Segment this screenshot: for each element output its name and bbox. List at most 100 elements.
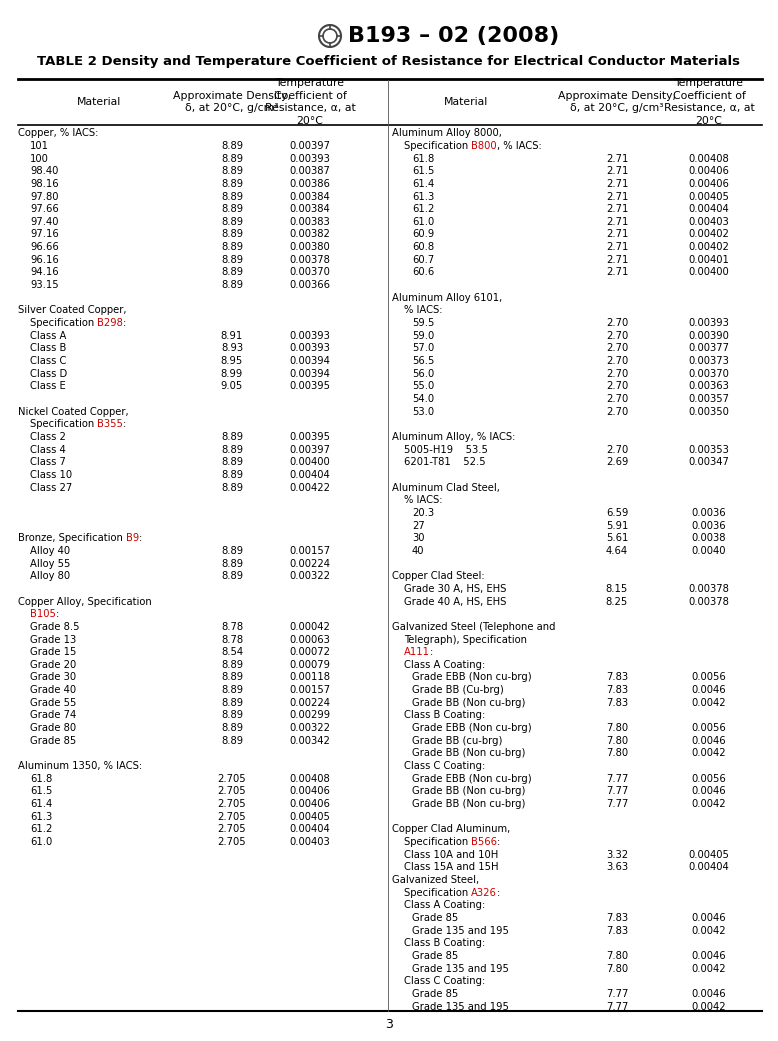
Text: 61.4: 61.4: [412, 179, 434, 188]
Text: 0.0042: 0.0042: [692, 799, 727, 809]
Text: 8.89: 8.89: [221, 432, 243, 442]
Text: 0.00397: 0.00397: [289, 445, 331, 455]
Text: Grade BB (Non cu-brg): Grade BB (Non cu-brg): [412, 697, 525, 708]
Text: Specification: Specification: [30, 420, 97, 429]
Text: 0.00347: 0.00347: [689, 457, 730, 467]
Text: Specification: Specification: [404, 888, 471, 897]
Text: 2.705: 2.705: [218, 799, 247, 809]
Text: 96.66: 96.66: [30, 243, 59, 252]
Text: B193 – 02 (2008): B193 – 02 (2008): [348, 26, 559, 46]
Text: 0.00366: 0.00366: [289, 280, 331, 290]
Text: 97.66: 97.66: [30, 204, 59, 214]
Text: 5005-H19    53.5: 5005-H19 53.5: [404, 445, 488, 455]
Text: 0.00406: 0.00406: [689, 167, 730, 176]
Text: Class C: Class C: [30, 356, 66, 366]
Text: Galvanized Steel,: Galvanized Steel,: [392, 875, 479, 885]
Text: 60.8: 60.8: [412, 243, 434, 252]
Text: 0.00394: 0.00394: [289, 356, 331, 366]
Text: 0.00377: 0.00377: [689, 344, 730, 353]
Text: 7.77: 7.77: [606, 1001, 628, 1012]
Text: Grade 55: Grade 55: [30, 697, 76, 708]
Text: :: :: [139, 533, 142, 543]
Text: Grade 85: Grade 85: [30, 736, 76, 745]
Text: 8.89: 8.89: [221, 469, 243, 480]
Text: 3: 3: [385, 1018, 393, 1032]
Text: 8.89: 8.89: [221, 483, 243, 492]
Text: 60.6: 60.6: [412, 268, 434, 278]
Text: 0.00042: 0.00042: [289, 621, 331, 632]
Text: 8.89: 8.89: [221, 685, 243, 695]
Text: Class 4: Class 4: [30, 445, 66, 455]
Text: 8.78: 8.78: [221, 635, 243, 644]
Text: 0.00403: 0.00403: [289, 837, 331, 847]
Text: 0.00380: 0.00380: [289, 243, 331, 252]
Text: 0.00079: 0.00079: [289, 660, 331, 669]
Text: Galvanized Steel (Telephone and: Galvanized Steel (Telephone and: [392, 621, 555, 632]
Text: 8.89: 8.89: [221, 723, 243, 733]
Text: 8.93: 8.93: [221, 344, 243, 353]
Text: 0.0042: 0.0042: [692, 748, 727, 759]
Text: 0.00404: 0.00404: [689, 204, 729, 214]
Text: 3.32: 3.32: [606, 849, 628, 860]
Text: Grade 20: Grade 20: [30, 660, 76, 669]
Text: 0.0046: 0.0046: [692, 786, 727, 796]
Text: Grade 15: Grade 15: [30, 648, 76, 657]
Text: TABLE 2 Density and Temperature Coefficient of Resistance for Electrical Conduct: TABLE 2 Density and Temperature Coeffici…: [37, 55, 741, 69]
Text: 2.70: 2.70: [606, 395, 628, 404]
Text: 0.00224: 0.00224: [289, 559, 331, 568]
Text: Grade EBB (Non cu-brg): Grade EBB (Non cu-brg): [412, 723, 531, 733]
Text: 0.0042: 0.0042: [692, 697, 727, 708]
Text: 3.63: 3.63: [606, 862, 628, 872]
Text: :: :: [123, 319, 127, 328]
Text: 0.00342: 0.00342: [289, 736, 331, 745]
Text: 53.0: 53.0: [412, 407, 434, 416]
Text: Grade 30 A, HS, EHS: Grade 30 A, HS, EHS: [404, 584, 506, 593]
Text: 59.0: 59.0: [412, 331, 434, 340]
Text: 0.00400: 0.00400: [289, 457, 331, 467]
Text: Specification: Specification: [30, 319, 97, 328]
Text: Class 27: Class 27: [30, 483, 72, 492]
Text: 0.00382: 0.00382: [289, 229, 331, 239]
Text: 8.89: 8.89: [221, 192, 243, 202]
Text: 7.83: 7.83: [606, 925, 628, 936]
Text: 8.89: 8.89: [221, 229, 243, 239]
Text: 0.00393: 0.00393: [289, 331, 331, 340]
Text: 2.70: 2.70: [606, 445, 628, 455]
Text: 7.77: 7.77: [606, 989, 628, 999]
Text: :: :: [123, 420, 127, 429]
Text: Temperature
Coefficient of
Resistance, α, at
20°C: Temperature Coefficient of Resistance, α…: [265, 78, 356, 126]
Text: 0.0036: 0.0036: [692, 520, 727, 531]
Text: 0.0046: 0.0046: [692, 950, 727, 961]
Text: 27: 27: [412, 520, 425, 531]
Text: , % IACS:: , % IACS:: [497, 141, 541, 151]
Text: Class A Coating:: Class A Coating:: [404, 900, 485, 910]
Text: 2.71: 2.71: [606, 179, 628, 188]
Text: 2.705: 2.705: [218, 837, 247, 847]
Text: Class 10A and 10H: Class 10A and 10H: [404, 849, 498, 860]
Text: 61.3: 61.3: [412, 192, 434, 202]
Text: 61.5: 61.5: [412, 167, 434, 176]
Text: 0.00397: 0.00397: [289, 141, 331, 151]
Text: 0.00403: 0.00403: [689, 217, 729, 227]
Text: 94.16: 94.16: [30, 268, 58, 278]
Text: 7.83: 7.83: [606, 685, 628, 695]
Text: 0.00072: 0.00072: [289, 648, 331, 657]
Text: Grade BB (Cu-brg): Grade BB (Cu-brg): [412, 685, 503, 695]
Text: Class B Coating:: Class B Coating:: [404, 938, 485, 948]
Text: Bronze, Specification: Bronze, Specification: [18, 533, 126, 543]
Text: 7.80: 7.80: [606, 723, 628, 733]
Text: 40: 40: [412, 545, 425, 556]
Text: 61.3: 61.3: [30, 812, 52, 821]
Text: Grade 135 and 195: Grade 135 and 195: [412, 1001, 509, 1012]
Text: 97.16: 97.16: [30, 229, 59, 239]
Text: 2.71: 2.71: [606, 255, 628, 264]
Text: Aluminum Alloy 6101,: Aluminum Alloy 6101,: [392, 293, 503, 303]
Text: 2.71: 2.71: [606, 192, 628, 202]
Text: Copper Clad Steel:: Copper Clad Steel:: [392, 572, 485, 581]
Text: 0.00405: 0.00405: [689, 849, 730, 860]
Text: 2.71: 2.71: [606, 153, 628, 163]
Text: 8.89: 8.89: [221, 179, 243, 188]
Text: 9.05: 9.05: [221, 381, 243, 391]
Text: Class B: Class B: [30, 344, 66, 353]
Text: Aluminum 1350, % IACS:: Aluminum 1350, % IACS:: [18, 761, 142, 771]
